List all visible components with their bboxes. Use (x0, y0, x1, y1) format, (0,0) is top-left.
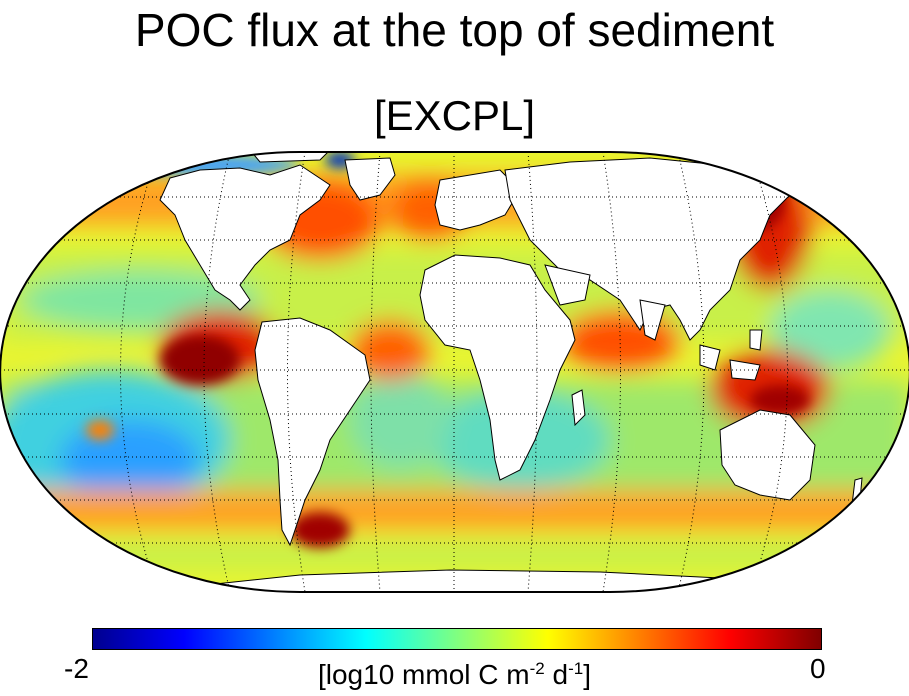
colorbar-max-label: 0 (810, 653, 826, 684)
colorbar-min-label: -2 (64, 653, 89, 684)
colorbar (92, 628, 822, 650)
colorbar-units-label: [log10 mmol C m-2 d-1] (317, 659, 591, 690)
plot-subtitle: [EXCPL] (373, 92, 536, 139)
ocean-field (0, 152, 909, 592)
map-frame (0, 151, 909, 593)
plot-title: POC flux at the top of sediment (134, 4, 775, 56)
graticule (0, 152, 909, 592)
land (139, 152, 863, 592)
